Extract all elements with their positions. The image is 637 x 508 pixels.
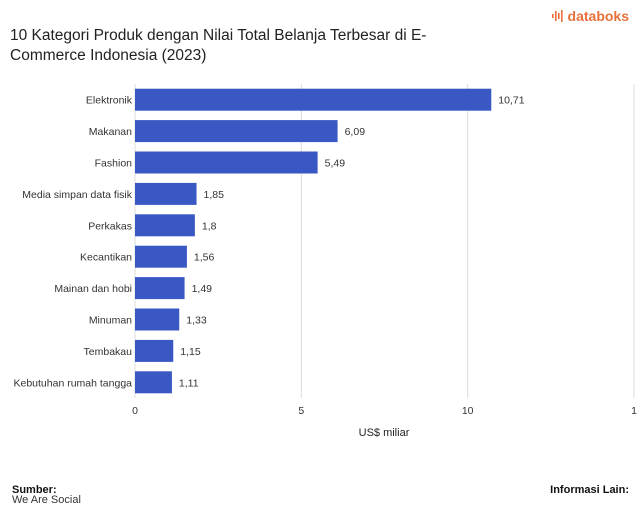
bar: [135, 371, 172, 394]
bar: [135, 339, 174, 362]
value-label: 1,85: [204, 189, 225, 201]
value-label: 1,15: [180, 346, 201, 358]
category-label: Media simpan data fisik: [22, 189, 132, 201]
value-label: 1,49: [192, 283, 213, 295]
category-label: Makanan: [89, 126, 132, 138]
databoks-logo-icon: [551, 10, 563, 22]
info-label: Informasi Lain:: [550, 484, 629, 496]
value-label: 1,11: [179, 377, 199, 389]
brand-logo: databoks: [551, 8, 629, 24]
category-label: Elektronik: [86, 95, 133, 107]
bar: [135, 277, 185, 300]
x-tick-label: 0: [132, 405, 138, 417]
category-label: Kebutuhan rumah tangga: [13, 377, 132, 389]
value-label: 1,8: [202, 220, 217, 232]
category-label: Fashion: [95, 158, 133, 170]
category-label: Kecantikan: [80, 252, 132, 264]
category-label: Mainan dan hobi: [54, 283, 132, 295]
bar: [135, 214, 195, 237]
chart-title: 10 Kategori Produk dengan Nilai Total Be…: [10, 27, 427, 64]
x-axis-label: US$ miliar: [359, 427, 410, 439]
x-tick-label: 10: [462, 405, 474, 417]
brand-name: databoks: [567, 8, 629, 24]
value-label: 1,33: [186, 315, 207, 327]
category-label: Minuman: [89, 315, 132, 327]
bar: [135, 182, 197, 205]
x-tick-label: 5: [298, 405, 304, 417]
bar: [135, 151, 318, 174]
value-label: 5,49: [325, 158, 346, 170]
x-tick-label: 1: [631, 405, 637, 417]
bar: [135, 245, 187, 268]
value-label: 6,09: [345, 126, 366, 138]
source-value: We Are Social: [12, 494, 81, 506]
value-label: 1,56: [194, 252, 215, 264]
category-label: Perkakas: [88, 220, 132, 232]
bar: [135, 308, 180, 331]
value-label: 10,71: [498, 95, 524, 107]
source-label: Sumber:: [12, 484, 57, 496]
category-label: Tembakau: [84, 346, 133, 358]
bar: [135, 88, 492, 111]
bar: [135, 120, 338, 143]
